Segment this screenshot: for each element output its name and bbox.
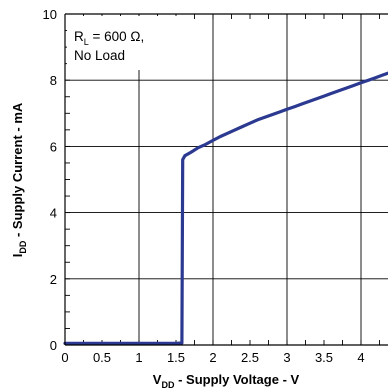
series-line <box>63 71 388 345</box>
x-tick-label: 1 <box>135 350 142 365</box>
annotation-line-1: RL = 600 Ω, <box>74 29 144 47</box>
annotation-r-value: = 600 Ω, <box>89 29 145 44</box>
y-axis-title: IDD - Supply Current - mA <box>10 102 28 257</box>
annotation-box <box>67 16 180 70</box>
x-tick-label: 0.5 <box>93 350 111 365</box>
x-axis-title-rest: - Supply Voltage - V <box>174 372 299 387</box>
annotation-r-subscript: L <box>84 37 89 47</box>
annotation-line-2: No Load <box>74 48 125 63</box>
x-axis-title-main: V <box>153 372 162 387</box>
y-axis-title-subscript: DD <box>18 240 28 253</box>
x-axis-title: VDD - Supply Voltage - V <box>153 372 300 390</box>
y-axis-title-rest: - Supply Current - mA <box>10 102 25 241</box>
x-axis-title-subscript: DD <box>161 380 174 390</box>
y-tick-label: 4 <box>50 206 57 221</box>
x-tick-label: 3 <box>283 350 290 365</box>
x-tick-labels: 00.511.522.533.544.55 <box>61 350 364 365</box>
y-tick-labels: 0 2 4 6 8 10 <box>43 7 57 353</box>
series-group <box>63 71 388 345</box>
x-tick-label: 3.5 <box>315 350 333 365</box>
x-tick-label: 2 <box>209 350 216 365</box>
x-tick-label: 4 <box>357 350 364 365</box>
y-axis-title-main: I <box>10 254 25 258</box>
y-tick-label: 10 <box>43 7 57 22</box>
annotation-r: R <box>74 29 84 44</box>
x-tick-label: 1.5 <box>167 350 185 365</box>
x-tick-label: 2.5 <box>241 350 259 365</box>
y-tick-label: 8 <box>50 73 57 88</box>
y-tick-label: 6 <box>50 139 57 154</box>
y-tick-label: 0 <box>50 338 57 353</box>
y-tick-label: 2 <box>50 272 57 287</box>
x-tick-label: 0 <box>61 350 68 365</box>
